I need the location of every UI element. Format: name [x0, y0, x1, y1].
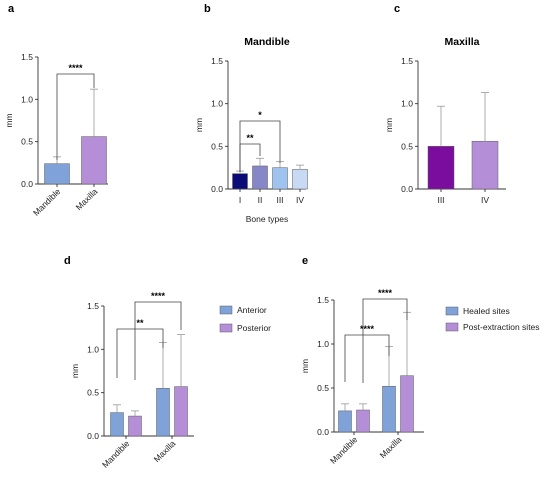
- y-tick-label: 0.5: [211, 141, 223, 151]
- y-tick-label: 0.5: [401, 141, 413, 151]
- legend-label: Anterior: [237, 305, 267, 315]
- y-tick-label: 0.0: [87, 431, 99, 441]
- panel-letter-b: b: [204, 3, 211, 15]
- significance-label: ****: [68, 63, 83, 73]
- y-axis-label: mm: [4, 113, 14, 127]
- x-tick-label: Mandible: [31, 186, 63, 218]
- panel-letter-a: a: [8, 3, 15, 15]
- y-tick-label: 1.0: [211, 99, 223, 109]
- y-tick-label: 1.0: [87, 344, 99, 354]
- chart-title: Mandible: [244, 36, 290, 48]
- x-tick-label: I: [239, 195, 241, 205]
- x-tick-label: Maxilla: [74, 186, 100, 212]
- bar: [427, 146, 455, 190]
- y-tick-label: 0.5: [87, 388, 99, 398]
- y-tick-label: 0.5: [317, 383, 329, 393]
- y-axis-label: mm: [194, 118, 204, 132]
- legend-label: Healed sites: [463, 306, 510, 316]
- y-tick-label: 0.0: [401, 184, 413, 194]
- x-tick-label: IV: [296, 195, 304, 205]
- y-tick-label: 1.0: [401, 99, 413, 109]
- bar: [81, 136, 107, 185]
- legend-swatch: [445, 306, 459, 316]
- x-tick-label: Mandible: [328, 434, 360, 466]
- x-tick-label: III: [276, 195, 283, 205]
- y-tick-label: 0.0: [21, 179, 33, 189]
- bar: [232, 173, 248, 190]
- significance-bracket: [134, 301, 182, 380]
- x-axis-label: Bone types: [246, 214, 289, 224]
- bar: [382, 385, 396, 433]
- panel-letter-d: d: [64, 255, 71, 267]
- bar: [292, 169, 308, 190]
- y-axis-label: mm: [384, 118, 394, 132]
- chart-a: 0.0 0.5 1.0 1.5 mm Mandible Maxilla ****: [4, 52, 108, 218]
- bar: [338, 410, 352, 433]
- significance-label: ****: [378, 288, 393, 298]
- significance-label: **: [246, 133, 254, 143]
- panel-letter-e: e: [302, 255, 308, 267]
- y-tick-label: 0.0: [317, 427, 329, 437]
- significance-bracket: [362, 298, 408, 383]
- bar: [44, 163, 70, 185]
- chart-c: 0.0 0.5 1.0 1.5 mm Maxilla III IV: [384, 36, 506, 205]
- significance-label: ****: [151, 291, 166, 301]
- significance-bracket: [56, 73, 95, 160]
- bar: [156, 388, 170, 437]
- panel-letter-c: c: [394, 3, 400, 15]
- x-tick-label: Maxilla: [378, 434, 404, 460]
- significance-bracket: [116, 328, 164, 378]
- y-tick-label: 1.0: [317, 339, 329, 349]
- legend-label: Post-extraction sites: [463, 322, 540, 332]
- legend-swatch: [219, 323, 233, 333]
- legend-swatch: [219, 305, 233, 315]
- bar: [471, 140, 499, 190]
- x-tick-label: III: [437, 195, 444, 205]
- legend-label: Posterior: [237, 323, 271, 333]
- y-axis-label: mm: [300, 359, 310, 373]
- bar: [174, 386, 188, 437]
- x-tick-label: II: [258, 195, 263, 205]
- bar: [128, 415, 142, 437]
- y-tick-label: 1.5: [87, 301, 99, 311]
- x-tick-label: Maxilla: [152, 438, 178, 464]
- significance-bracket: [239, 143, 261, 172]
- legend-swatch: [445, 322, 459, 332]
- bar: [356, 409, 370, 433]
- y-tick-label: 1.0: [21, 94, 33, 104]
- bar: [252, 165, 268, 190]
- bar: [400, 375, 414, 433]
- significance-bracket: [344, 334, 390, 382]
- y-tick-label: 1.5: [401, 56, 413, 66]
- x-tick-label: Mandible: [100, 438, 132, 470]
- x-tick-label: IV: [481, 195, 489, 205]
- y-tick-label: 1.5: [317, 295, 329, 305]
- chart-title: Maxilla: [444, 36, 479, 48]
- significance-label: ****: [360, 324, 375, 334]
- bar: [272, 167, 288, 190]
- significance-label: *: [258, 110, 262, 120]
- y-tick-label: 1.5: [211, 56, 223, 66]
- y-tick-label: 0.0: [211, 184, 223, 194]
- chart-e: 0.0 0.5 1.0 1.5 mm Mandible Maxilla **** **** Hea…: [300, 288, 540, 466]
- y-tick-label: 0.5: [21, 137, 33, 147]
- bar: [110, 412, 124, 437]
- y-axis-label: mm: [70, 364, 80, 378]
- y-tick-label: 1.5: [21, 52, 33, 62]
- significance-label: **: [136, 318, 144, 328]
